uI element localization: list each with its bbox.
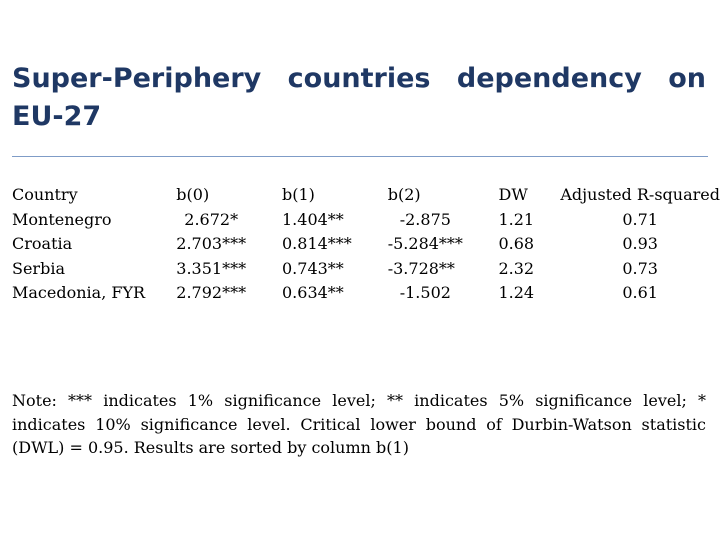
cell-country: Montenegro xyxy=(12,209,112,229)
cell-b2: -1.502 xyxy=(399,283,451,302)
cell-r2: 0.61 xyxy=(622,283,658,302)
header-dw: DW xyxy=(498,185,528,204)
cell-dw: 1.21 xyxy=(498,209,535,229)
cell-country: Macedonia, FYR xyxy=(12,283,146,302)
title-divider xyxy=(12,156,708,157)
cell-b1: 0.634** xyxy=(282,283,344,302)
cell-b1: 0.743** xyxy=(282,258,344,278)
significance-note: Note: *** indicates 1% significance leve… xyxy=(12,391,706,457)
header-country: Country xyxy=(12,185,78,204)
table-row: Montenegro 2.672* 1.404** -2.875 1.21 0.… xyxy=(12,208,720,233)
cell-b2: -2.875 xyxy=(399,209,451,229)
table-row: Macedonia, FYR 2.792*** 0.634** -1.502 1… xyxy=(12,281,720,306)
cell-dw: 1.24 xyxy=(498,283,535,302)
header-b0: b(0) xyxy=(176,185,210,204)
cell-b0: 3.351*** xyxy=(176,258,247,278)
cell-r2: 0.71 xyxy=(622,209,658,229)
header-b2: b(2) xyxy=(387,185,421,204)
header-b1: b(1) xyxy=(282,185,315,204)
cell-dw: 2.32 xyxy=(498,258,535,278)
cell-country: Croatia xyxy=(12,234,73,253)
cell-b1: 0.814*** xyxy=(282,234,352,253)
results-table: Country b(0) b(1) b(2) DW Adjusted R-squ… xyxy=(12,183,720,306)
cell-b1: 1.404** xyxy=(282,209,344,229)
cell-dw: 0.68 xyxy=(498,234,535,253)
cell-b2: -5.284*** xyxy=(387,234,463,253)
header-adjusted-r-squared: Adjusted R-squared xyxy=(560,185,720,204)
cell-r2: 0.93 xyxy=(622,234,658,253)
table-row: Serbia 3.351*** 0.743** -3.728** 2.32 0.… xyxy=(12,257,720,282)
slide-title: Super-Periphery countries dependency on … xyxy=(12,63,706,132)
cell-b0: 2.792*** xyxy=(176,283,247,302)
cell-b0: 2.703*** xyxy=(176,234,247,253)
cell-r2: 0.73 xyxy=(622,258,658,278)
table-header-row: Country b(0) b(1) b(2) DW Adjusted R-squ… xyxy=(12,183,720,208)
cell-b0: 2.672* xyxy=(184,209,239,229)
table-row: Croatia 2.703*** 0.814*** -5.284*** 0.68… xyxy=(12,232,720,257)
cell-country: Serbia xyxy=(12,258,65,278)
cell-b2: -3.728** xyxy=(387,258,455,278)
